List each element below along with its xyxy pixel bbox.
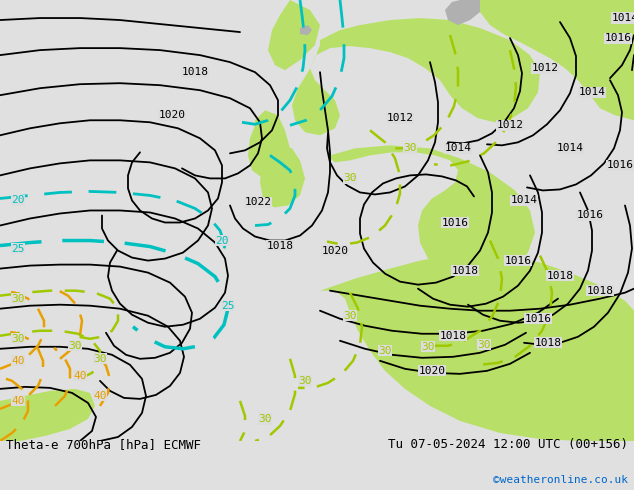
Text: 30: 30: [93, 354, 107, 364]
Text: ©weatheronline.co.uk: ©weatheronline.co.uk: [493, 475, 628, 485]
Text: 40: 40: [93, 391, 107, 401]
Text: 30: 30: [298, 376, 312, 386]
Text: 25: 25: [11, 244, 25, 253]
Text: 1020: 1020: [158, 110, 186, 120]
Text: 1016: 1016: [576, 211, 604, 220]
Text: 30: 30: [343, 311, 357, 321]
Text: 25: 25: [221, 301, 235, 311]
Text: 40: 40: [11, 356, 25, 366]
Text: 1014: 1014: [578, 87, 605, 97]
Text: Tu 07-05-2024 12:00 UTC (00+156): Tu 07-05-2024 12:00 UTC (00+156): [387, 438, 628, 451]
Text: 30: 30: [11, 334, 25, 344]
Text: 30: 30: [378, 346, 392, 356]
Text: 1022: 1022: [245, 197, 271, 207]
Text: 1012: 1012: [387, 113, 413, 123]
Text: 1018: 1018: [586, 286, 614, 295]
Text: 20: 20: [216, 236, 229, 245]
Text: 1014: 1014: [612, 13, 634, 23]
Text: 30: 30: [343, 173, 357, 183]
Text: 1016: 1016: [604, 33, 631, 43]
Text: 1018: 1018: [451, 266, 479, 275]
Text: 30: 30: [421, 342, 435, 352]
Text: 1012: 1012: [531, 63, 559, 73]
Text: 30: 30: [11, 294, 25, 304]
Text: 1014: 1014: [444, 144, 472, 153]
Text: 1018: 1018: [547, 270, 574, 281]
Text: 1016: 1016: [607, 160, 633, 171]
Text: 1020: 1020: [418, 366, 446, 376]
Text: 1016: 1016: [441, 218, 469, 227]
Text: 1016: 1016: [524, 314, 552, 324]
Text: 1014: 1014: [557, 144, 583, 153]
Text: 1020: 1020: [321, 245, 349, 256]
Text: 1018: 1018: [439, 331, 467, 341]
Text: 40: 40: [74, 371, 87, 381]
Text: 1018: 1018: [266, 241, 294, 250]
Text: 1014: 1014: [510, 196, 538, 205]
Text: 1018: 1018: [534, 338, 562, 348]
Text: 20: 20: [11, 196, 25, 205]
Text: 30: 30: [403, 144, 417, 153]
Text: 30: 30: [68, 341, 82, 351]
Text: 30: 30: [477, 340, 491, 350]
Text: 1016: 1016: [505, 256, 531, 266]
Text: 1012: 1012: [496, 120, 524, 130]
Text: 1018: 1018: [181, 67, 209, 77]
Text: 40: 40: [11, 396, 25, 406]
Text: 30: 30: [258, 414, 272, 424]
Text: Theta-e 700hPa [hPa] ECMWF: Theta-e 700hPa [hPa] ECMWF: [6, 438, 202, 451]
